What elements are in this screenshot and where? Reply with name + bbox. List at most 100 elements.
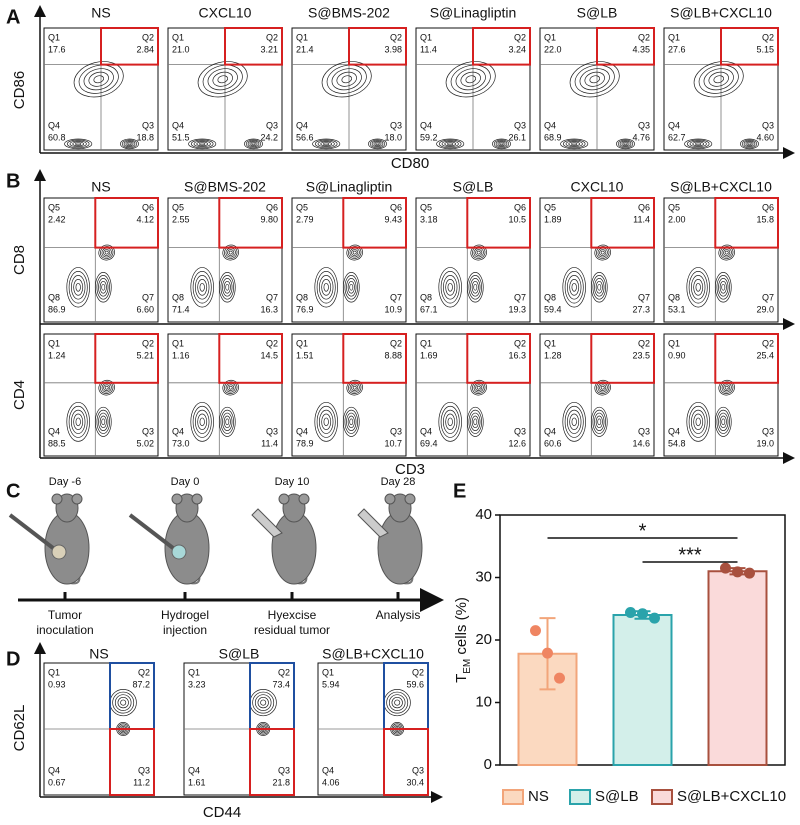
quadrant-name: Q1	[322, 667, 334, 677]
contour	[594, 278, 605, 297]
contour	[443, 275, 458, 300]
quadrant-name: Q2	[390, 32, 402, 42]
contour	[202, 64, 243, 94]
quadrant-name: Q1	[188, 667, 200, 677]
quadrant-name: Q1	[668, 32, 680, 42]
contour	[99, 280, 107, 294]
contour	[569, 278, 580, 296]
contour	[567, 409, 582, 434]
plot-title: S@Linagliptin	[430, 5, 517, 21]
plot-title: CXCL10	[571, 179, 624, 195]
contour	[103, 384, 111, 391]
quadrant-name: Q1	[544, 338, 556, 348]
contour	[220, 409, 235, 434]
contour	[695, 417, 701, 427]
quadrant-name: Q4	[544, 120, 556, 130]
contour	[254, 694, 272, 711]
quadrant-value: 62.7	[668, 132, 686, 142]
contour	[352, 385, 357, 390]
quadrant-value: 87.2	[132, 679, 150, 689]
contour	[571, 142, 578, 146]
contour	[691, 275, 706, 300]
plot-title: NS	[91, 5, 110, 21]
quadrant-value: 6.60	[136, 304, 154, 314]
contour	[99, 415, 107, 429]
mouse-body	[271, 511, 317, 585]
contour	[450, 64, 491, 94]
gate-highlight	[224, 27, 283, 66]
quadrant-name: Q2	[762, 338, 774, 348]
quadrant-name: Q3	[138, 765, 150, 775]
contour	[220, 275, 235, 300]
quadrant-name: Q4	[544, 426, 556, 436]
contour	[66, 267, 90, 308]
contour	[94, 272, 112, 303]
quadrant-value: 5.15	[756, 44, 774, 54]
contour	[197, 413, 208, 430]
step-label: injection	[163, 623, 207, 637]
contour	[314, 139, 338, 149]
contour	[693, 413, 704, 430]
quadrant-value: 3.23	[188, 679, 206, 689]
quadrant-name: Q4	[322, 765, 334, 775]
plot-title: S@LB	[577, 5, 618, 21]
contour	[96, 409, 111, 434]
contour	[383, 689, 411, 717]
contour	[228, 385, 233, 390]
quadrant-value: 1.61	[188, 777, 206, 787]
gate-highlight	[342, 333, 407, 384]
y-tick-label: 20	[475, 631, 492, 648]
contour	[319, 409, 334, 434]
quadrant-value: 15.8	[756, 214, 774, 224]
quadrant-name: Q3	[762, 120, 774, 130]
contour	[714, 272, 732, 303]
contour	[199, 417, 205, 427]
contour	[120, 138, 139, 150]
contour	[197, 278, 208, 296]
quadrant-name: Q2	[762, 32, 774, 42]
quadrant-value: 51.5	[172, 132, 190, 142]
contour	[217, 75, 228, 84]
panel-label: B	[6, 170, 20, 192]
quadrant-value: 14.6	[632, 438, 650, 448]
quadrant-name: Q3	[638, 426, 650, 436]
contour	[341, 75, 352, 84]
contour	[228, 250, 233, 255]
quadrant-value: 3.21	[260, 44, 278, 54]
contour	[445, 278, 456, 296]
contour	[447, 417, 453, 427]
y-tick-label: 30	[475, 568, 492, 585]
contour	[686, 267, 710, 308]
panel-label: C	[6, 480, 20, 502]
contour	[225, 418, 230, 426]
plot-title: CXCL10	[199, 5, 252, 21]
quadrant-value: 3.98	[384, 44, 402, 54]
quadrant-value: 21.0	[172, 44, 190, 54]
quadrant-value: 78.9	[296, 438, 314, 448]
contour	[71, 275, 86, 300]
contour	[75, 417, 81, 427]
contour	[466, 272, 484, 303]
contour	[470, 412, 481, 431]
contour	[369, 139, 386, 149]
contour	[716, 275, 731, 300]
contour	[342, 406, 360, 437]
quadrant-name: Q7	[266, 292, 278, 302]
quadrant-value: 27.6	[668, 44, 686, 54]
mouse-ear	[71, 493, 83, 505]
contour	[567, 275, 582, 300]
x-axis-label: CD44	[203, 804, 241, 821]
contour	[695, 142, 702, 146]
contour	[443, 409, 458, 434]
x-axis-label: CD3	[395, 461, 425, 478]
contour	[192, 405, 212, 438]
panel-label: A	[6, 6, 20, 28]
contour	[590, 272, 608, 303]
contour	[721, 283, 726, 291]
contour	[592, 409, 607, 434]
quadrant-value: 1.16	[172, 350, 190, 360]
quadrant-value: 76.9	[296, 304, 314, 314]
contour	[346, 244, 363, 261]
